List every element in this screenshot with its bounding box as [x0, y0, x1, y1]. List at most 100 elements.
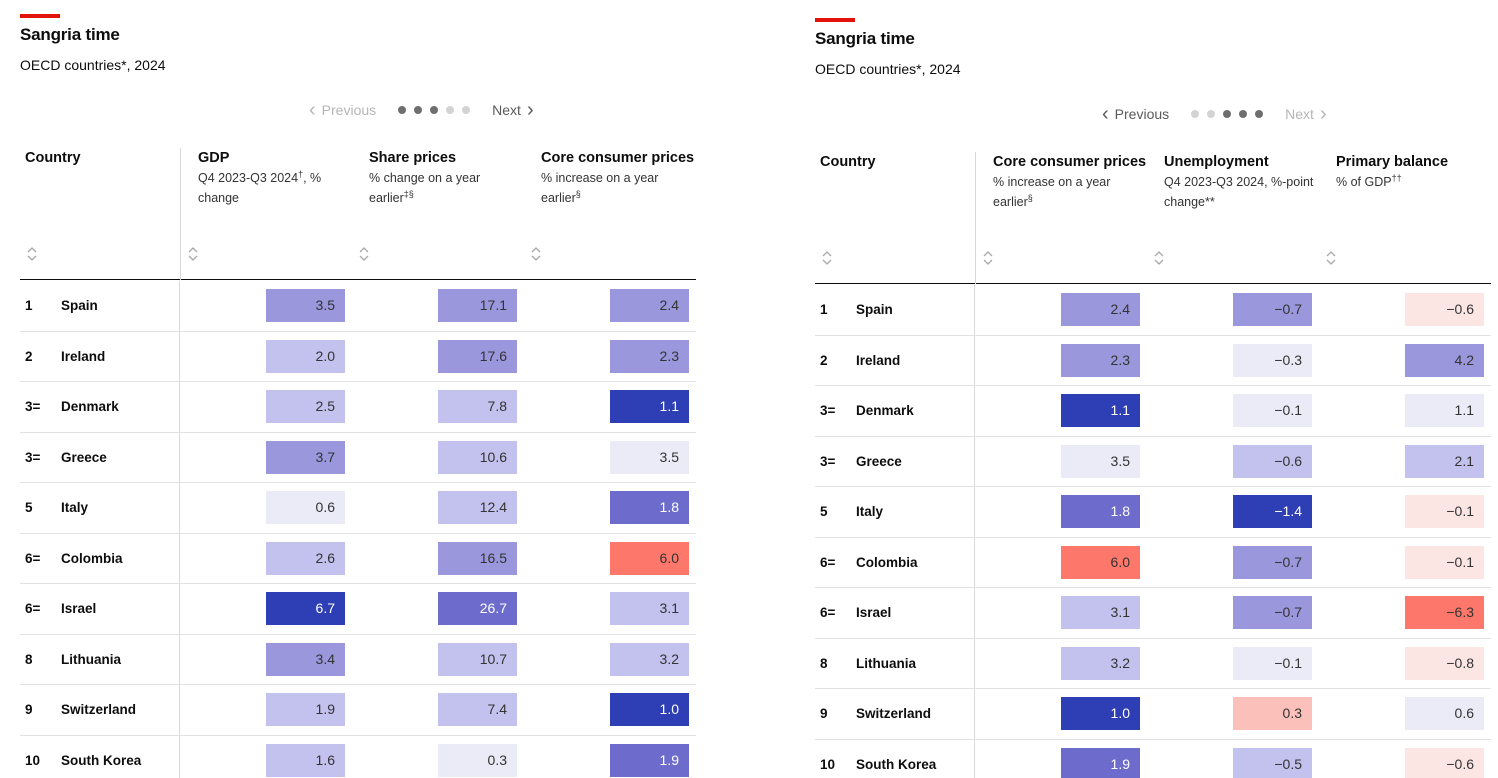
- column-label: Unemployment: [1164, 154, 1269, 170]
- table-body: 1 Spain 3.5 17.1 2.4 2 Ireland 2.0 17.6 2.3 3= Denm…: [20, 281, 696, 778]
- column-divider: [974, 739, 975, 778]
- table-row: 6= Colombia 6.0 −0.7 −0.1: [815, 537, 1491, 588]
- column-divider: [179, 331, 180, 381]
- column-divider: [179, 483, 180, 533]
- page-dot[interactable]: [462, 106, 471, 114]
- sort-icon[interactable]: [821, 248, 833, 270]
- page-dot[interactable]: [430, 106, 439, 114]
- table-row: 9 Switzerland 1.9 7.4 1.0: [20, 685, 696, 736]
- country-name: Italy: [61, 500, 89, 515]
- value-cell-core-cpi: 1.8: [1061, 495, 1140, 528]
- page-dot[interactable]: [1207, 110, 1216, 118]
- page-dot[interactable]: [1223, 110, 1232, 118]
- table-row: 5 Italy 1.8 −1.4 −0.1: [815, 487, 1491, 538]
- value-cell-unemployment: −0.7: [1233, 293, 1312, 326]
- rank: 5: [820, 504, 828, 519]
- chart-subtitle: OECD countries*, 2024: [20, 57, 166, 73]
- table-row: 1 Spain 2.4 −0.7 −0.6: [815, 285, 1491, 336]
- previous-button[interactable]: ‹ Previous: [309, 99, 376, 122]
- value-cell-primary-balance: −0.6: [1405, 747, 1484, 778]
- country-name: Greece: [61, 449, 107, 465]
- value-cell-unemployment: −1.4: [1233, 495, 1312, 528]
- table-row: 3= Greece 3.5 −0.6 2.1: [815, 436, 1491, 487]
- next-button[interactable]: Next ›: [1285, 103, 1326, 126]
- table-row: 3= Denmark 2.5 7.8 1.1: [20, 382, 696, 433]
- column-divider: [179, 382, 180, 432]
- table-body: 1 Spain 2.4 −0.7 −0.6 2 Ireland 2.3 −0.3 4.2 3= Den…: [815, 285, 1491, 778]
- chart-title: Sangria time: [815, 29, 915, 48]
- footnote-marker: §: [1027, 192, 1033, 203]
- next-button[interactable]: Next ›: [492, 99, 533, 122]
- brand-red-bar: [815, 18, 855, 22]
- footnote-marker: ††: [1391, 172, 1402, 183]
- column-subtitle-text: Q4 2023-Q3 2024: [198, 171, 299, 185]
- value-cell-core-cpi: 1.1: [610, 390, 689, 423]
- value-cell-core-cpi: 2.4: [1061, 293, 1140, 326]
- value-cell-core-cpi: 3.2: [1061, 646, 1140, 680]
- value-cell-core-cpi: 2.3: [610, 339, 689, 373]
- column-divider: [179, 735, 180, 778]
- rank: 3=: [820, 453, 836, 469]
- previous-button[interactable]: ‹ Previous: [1102, 103, 1169, 126]
- sort-icon[interactable]: [1153, 248, 1165, 270]
- value-cell-core-cpi: 1.0: [1061, 697, 1140, 730]
- pagination: ‹ Previous Next ›: [309, 99, 534, 122]
- column-header: GDP Q4 2023-Q3 2024†, % change: [180, 148, 352, 280]
- sort-icon[interactable]: [982, 248, 994, 270]
- rank: 6=: [820, 605, 836, 620]
- rank: 1: [820, 302, 828, 317]
- page-dot[interactable]: [1255, 110, 1264, 118]
- column-subtitle: % change on a year earlier‡§: [369, 168, 524, 208]
- column-subtitle-text: % increase on a year earlier: [541, 171, 659, 205]
- value-cell-core-cpi: 1.9: [610, 743, 689, 777]
- chevron-right-icon: ›: [1319, 102, 1327, 125]
- table-panel-right: Sangria time OECD countries*, 2024 ‹ Previo…: [815, 4, 1491, 778]
- column-divider: [179, 281, 180, 331]
- country-name: Spain: [856, 302, 893, 317]
- chart-title: Sangria time: [20, 25, 120, 44]
- rank: 6=: [25, 601, 41, 616]
- chart-subtitle: OECD countries*, 2024: [815, 61, 961, 77]
- footnote-marker: §: [575, 188, 581, 199]
- value-cell-core-cpi: 1.0: [610, 693, 689, 726]
- value-cell-primary-balance: −6.3: [1405, 596, 1484, 629]
- column-header: Core consumer prices % increase on a year…: [975, 152, 1147, 284]
- country-name: Switzerland: [61, 702, 137, 717]
- page-dot[interactable]: [414, 106, 423, 114]
- chevron-left-icon: ‹: [1102, 102, 1109, 125]
- column-subtitle: % increase on a year earlier§: [993, 172, 1147, 212]
- column-subtitle: % of GDP††: [1336, 172, 1491, 192]
- rank: 2: [25, 348, 33, 364]
- value-cell-primary-balance: −0.6: [1405, 293, 1484, 326]
- page-dot[interactable]: [446, 106, 455, 114]
- sort-icon[interactable]: [358, 244, 370, 266]
- sort-icon[interactable]: [530, 244, 542, 266]
- rank: 9: [25, 702, 33, 717]
- column-divider: [974, 285, 975, 335]
- page-dot[interactable]: [398, 106, 407, 114]
- table-panel-left: Sangria time OECD countries*, 2024 ‹ Previo…: [20, 0, 696, 778]
- column-divider: [179, 685, 180, 735]
- column-divider: [974, 537, 975, 587]
- value-cell-gdp: 3.5: [266, 289, 345, 322]
- value-cell-share-prices: 7.4: [438, 693, 517, 726]
- sort-icon[interactable]: [1325, 248, 1337, 270]
- page-dot[interactable]: [1191, 110, 1200, 118]
- country-name: South Korea: [61, 752, 142, 768]
- rank: 8: [820, 655, 828, 671]
- country-name: Ireland: [856, 352, 901, 368]
- column-label: Country: [820, 154, 876, 170]
- sort-icon[interactable]: [187, 244, 199, 266]
- column-divider: [179, 432, 180, 482]
- table-row: 3= Denmark 1.1 −0.1 1.1: [815, 386, 1491, 437]
- rank: 3=: [820, 403, 836, 418]
- value-cell-core-cpi: 3.1: [610, 592, 689, 625]
- table-row: 3= Greece 3.7 10.6 3.5: [20, 432, 696, 483]
- page-dot[interactable]: [1239, 110, 1248, 118]
- value-cell-unemployment: −0.7: [1233, 596, 1312, 629]
- chevron-left-icon: ‹: [309, 98, 316, 121]
- sort-icon[interactable]: [26, 244, 38, 266]
- table-row: 8 Lithuania 3.4 10.7 3.2: [20, 634, 696, 685]
- value-cell-core-cpi: 6.0: [1061, 545, 1140, 579]
- column-header: Share prices % change on a year earlier‡§: [352, 148, 524, 280]
